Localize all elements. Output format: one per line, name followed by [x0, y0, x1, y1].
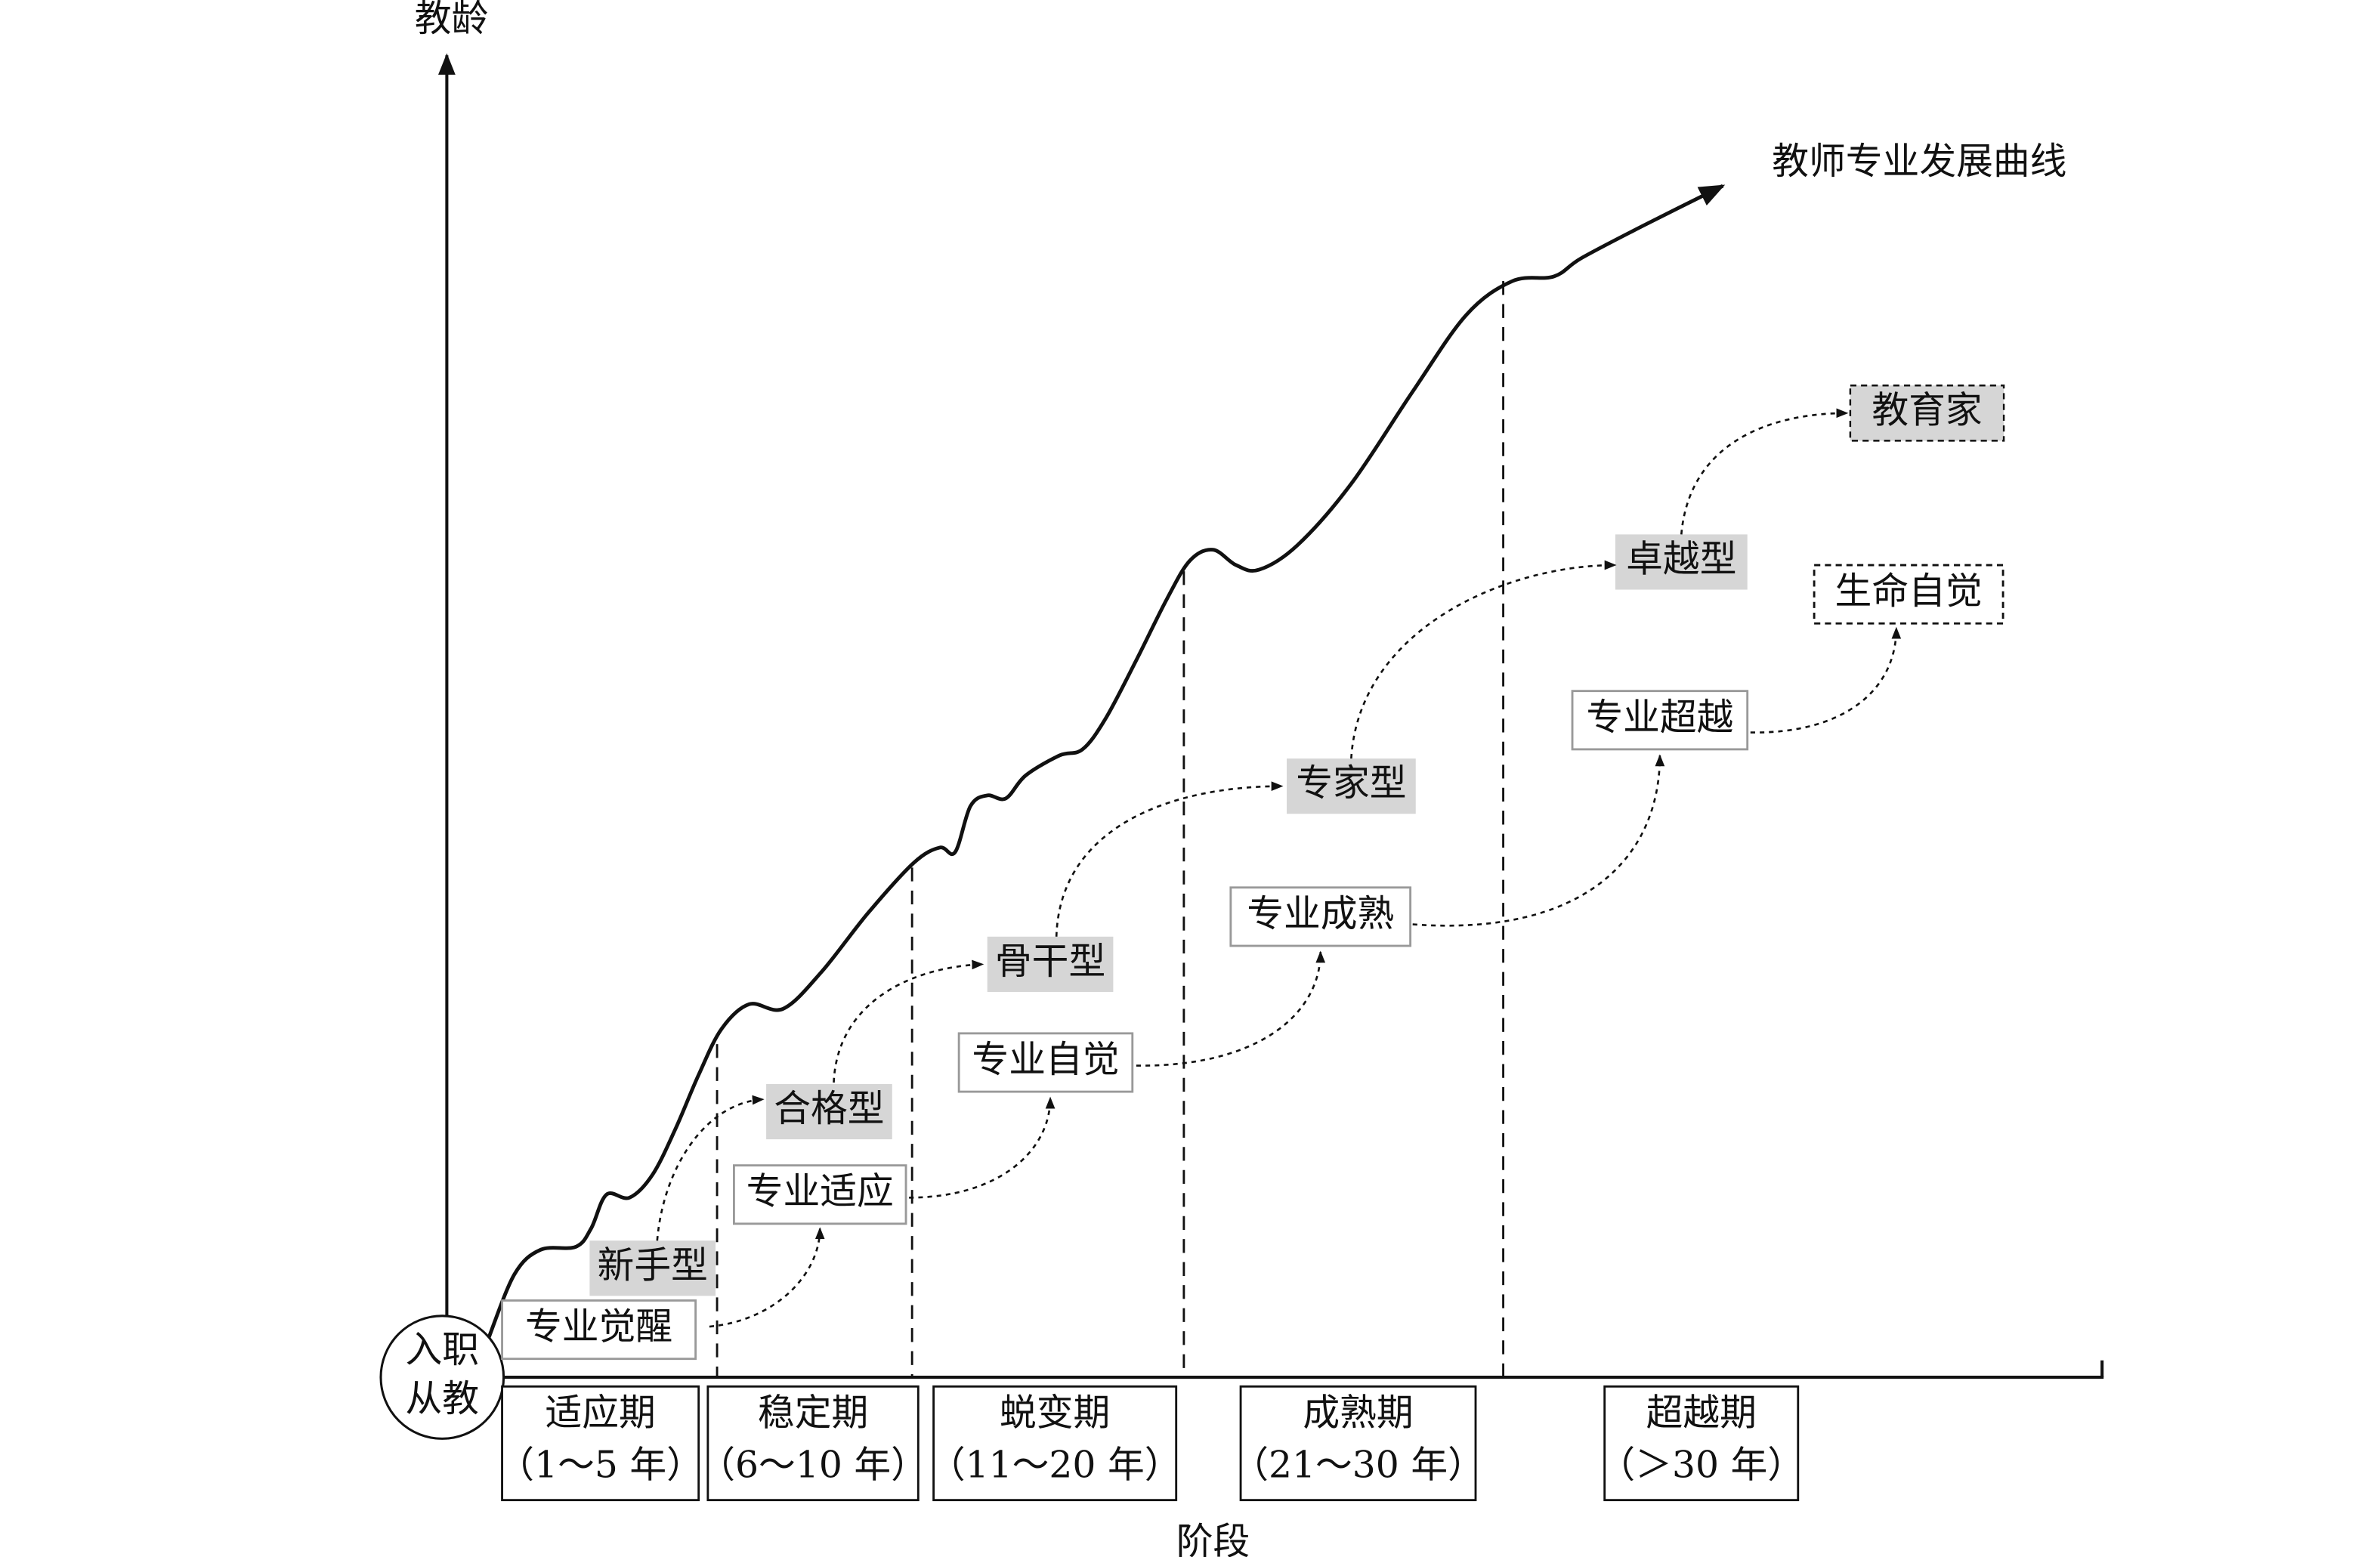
type-box [1615, 534, 1748, 590]
transition-arrow [656, 1095, 765, 1241]
stage-box [932, 1385, 1178, 1502]
awareness-box [1571, 690, 1749, 751]
origin-text: 从教 [406, 1377, 480, 1420]
awareness-label: 专业自觉 [972, 1038, 1119, 1081]
stage-box [706, 1385, 920, 1502]
transition-arrow [709, 1227, 825, 1328]
awareness-label: 专业超越 [1586, 696, 1733, 739]
awareness-label: 生命自觉 [1835, 570, 1983, 613]
transition-arrow [1680, 408, 1849, 535]
transition-arrow [1412, 754, 1665, 927]
awareness-label: 专业成熟 [1247, 892, 1394, 935]
type-box [1849, 385, 2005, 442]
stage-range: （1～5 年） [497, 1443, 703, 1486]
curve-label: 教师专业发展曲线 [1772, 140, 2066, 183]
stage-name: 蜕变期 [1000, 1391, 1110, 1434]
transition-arrow [909, 1096, 1056, 1199]
stage-box [1239, 1385, 1477, 1502]
type-box [1287, 758, 1416, 814]
awareness-box [957, 1032, 1134, 1093]
awareness-box [1229, 886, 1412, 947]
stage-range: （＞30 年） [1598, 1443, 1804, 1486]
awareness-label: 专业觉醒 [525, 1305, 672, 1348]
origin-text: 入职 [406, 1328, 480, 1371]
stage-range: （11～20 年） [929, 1443, 1182, 1486]
type-box [987, 936, 1114, 992]
type-label: 骨干型 [995, 940, 1105, 983]
stage-name: 成熟期 [1303, 1391, 1413, 1434]
type-box [766, 1083, 892, 1140]
stage-range: （21～30 年） [1232, 1443, 1485, 1486]
stage-name: 超越期 [1646, 1391, 1757, 1434]
development-curve [486, 184, 1726, 1340]
stage-name: 稳定期 [758, 1391, 868, 1434]
type-label: 合格型 [774, 1087, 884, 1130]
stage-name: 适应期 [545, 1391, 655, 1434]
type-label: 专家型 [1296, 762, 1406, 805]
x-axis-label: 阶段 [1176, 1520, 1250, 1557]
transition-arrow [1350, 560, 1617, 759]
type-box [589, 1240, 716, 1296]
type-label: 教育家 [1872, 388, 1982, 431]
transition-arrow [1055, 781, 1284, 937]
stage-box [1603, 1385, 1800, 1502]
type-label: 新手型 [598, 1243, 708, 1287]
stage-box [501, 1385, 700, 1502]
awareness-box [501, 1299, 697, 1361]
awareness-box [732, 1164, 907, 1225]
awareness-box [1813, 564, 2004, 625]
stage-range: （6～10 年） [698, 1443, 928, 1486]
transition-arrow [1750, 626, 1902, 734]
transition-arrow [1136, 950, 1326, 1067]
transition-arrow [833, 959, 984, 1083]
y-axis-label: 教龄 [415, 0, 489, 40]
stage-dividers [716, 281, 1505, 1378]
awareness-label: 专业适应 [746, 1170, 894, 1213]
origin-circle [379, 1314, 505, 1440]
type-label: 卓越型 [1626, 537, 1736, 580]
